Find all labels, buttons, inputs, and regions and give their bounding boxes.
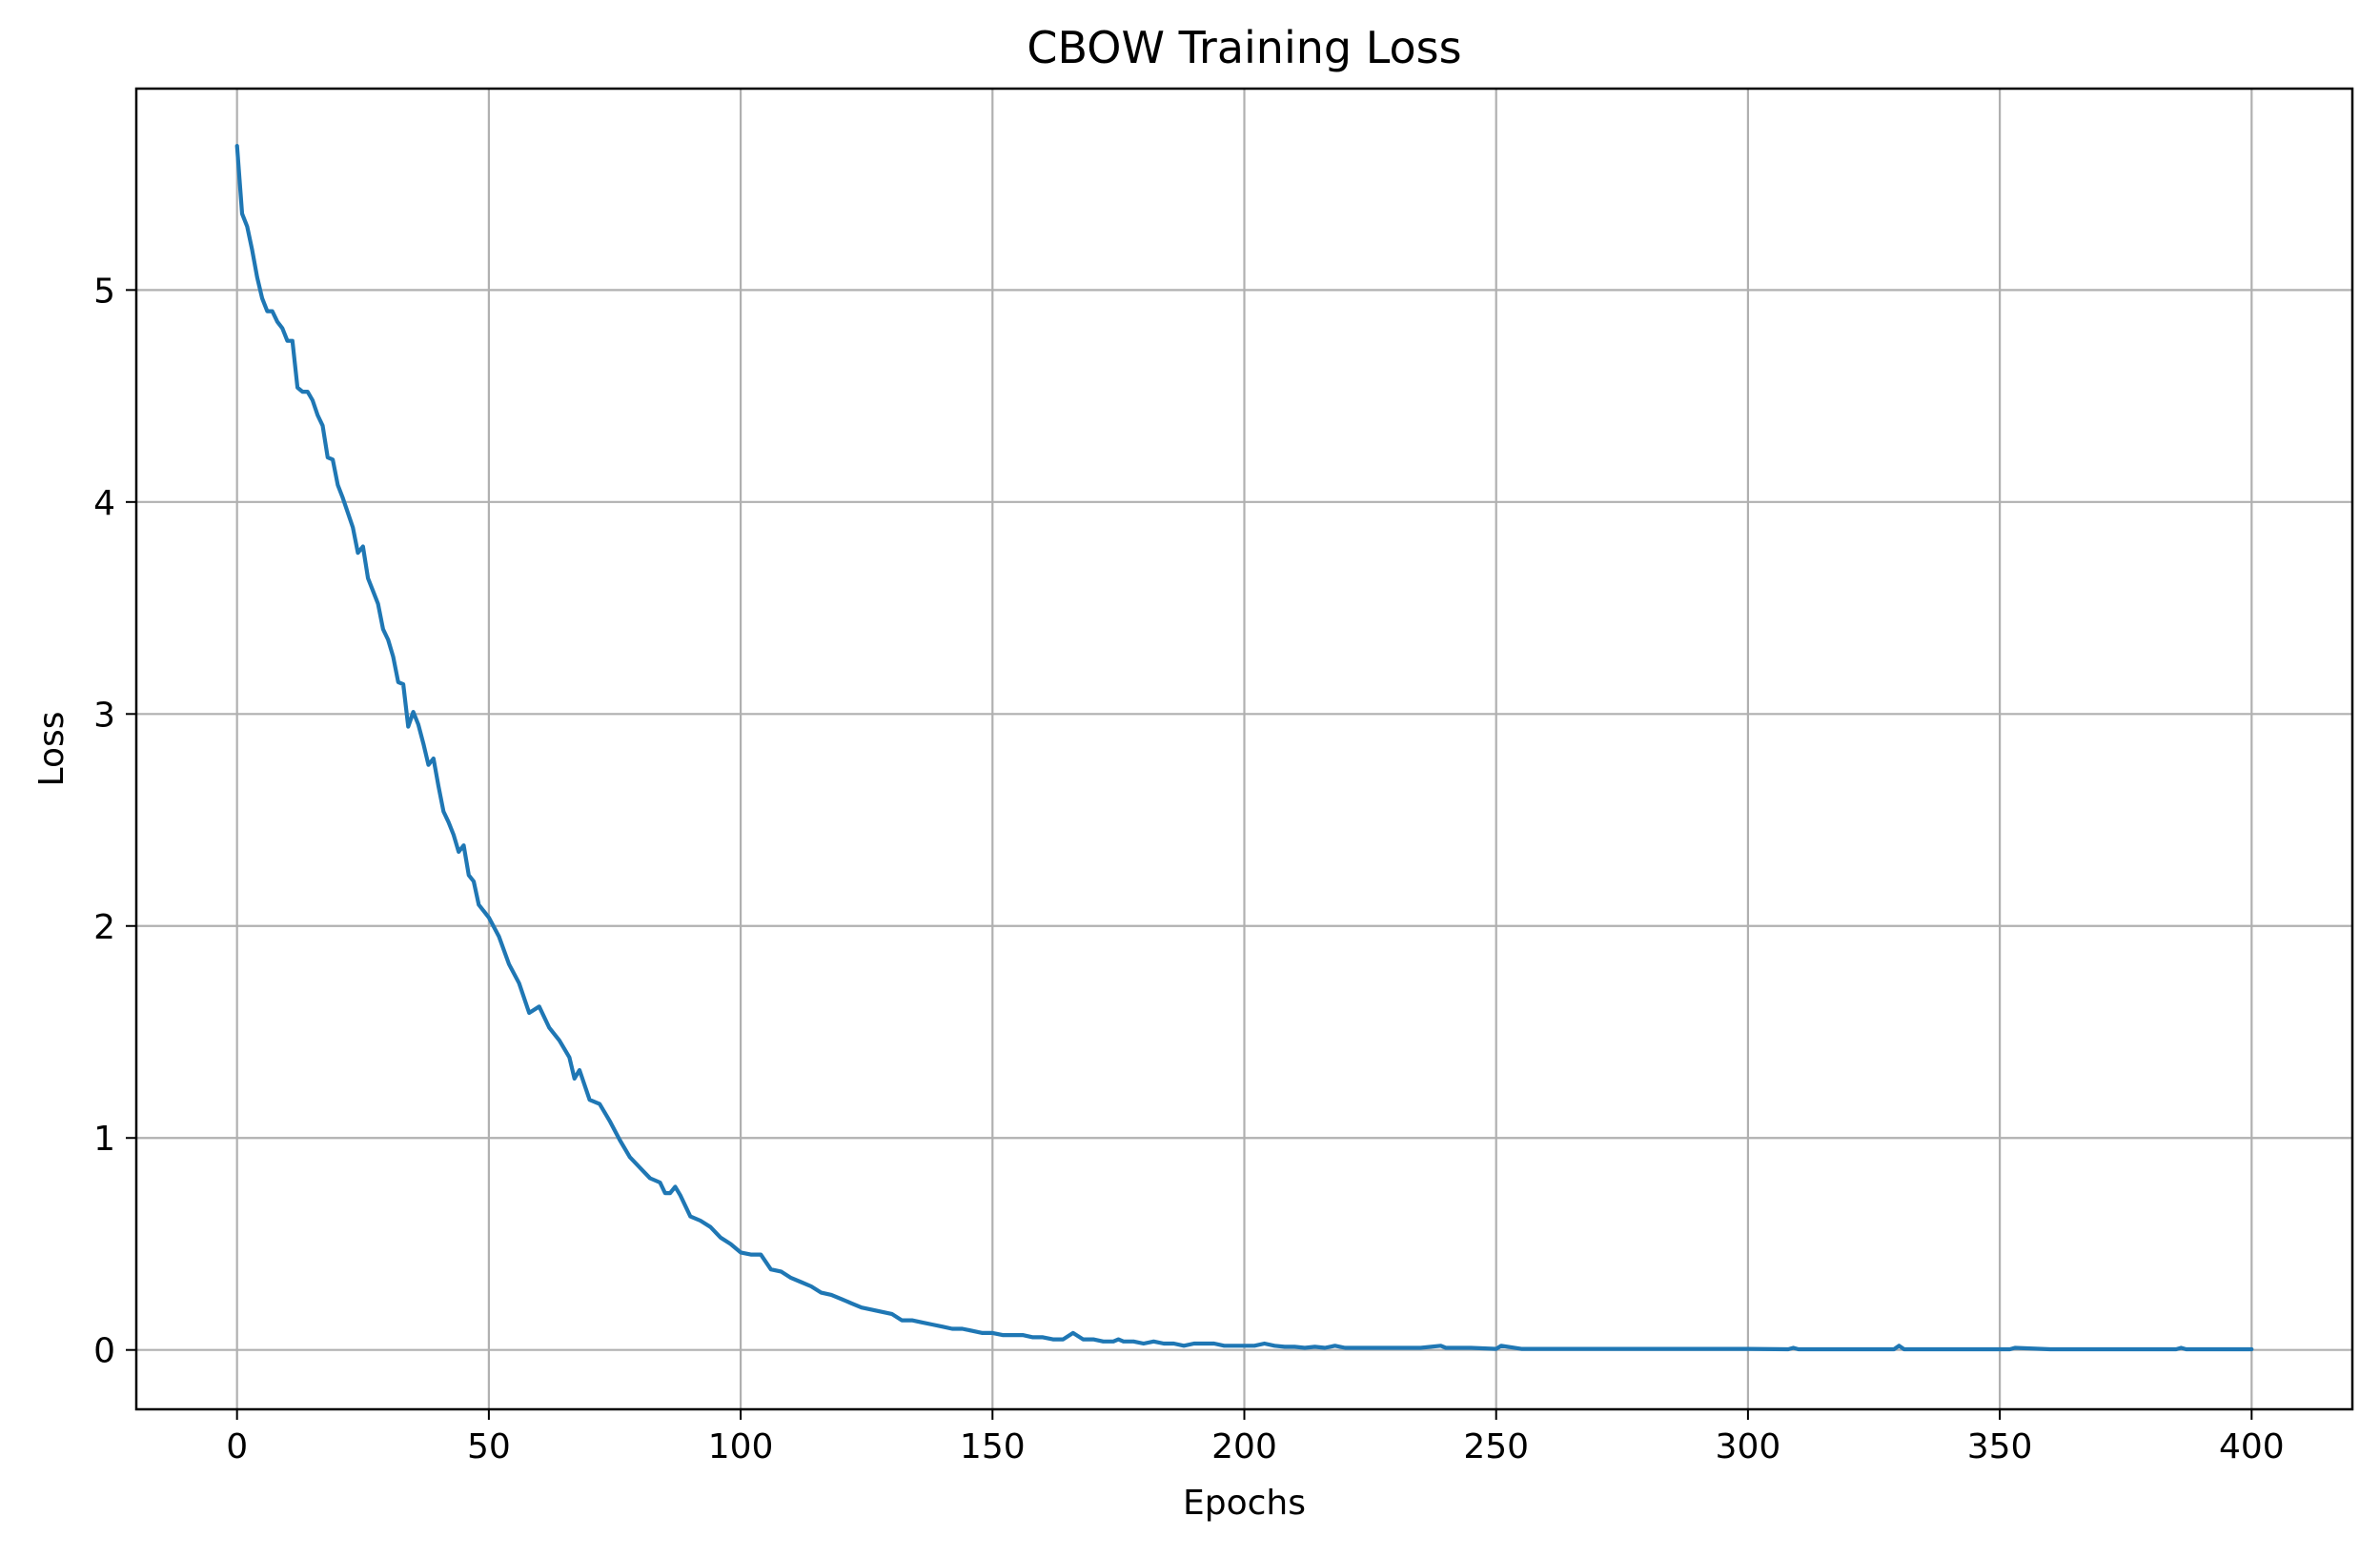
x-tick-label: 350 bbox=[1967, 1427, 2033, 1466]
series-line-loss bbox=[234, 144, 2254, 1352]
series-layer bbox=[234, 144, 2254, 1352]
x-tick-label: 50 bbox=[467, 1427, 511, 1466]
x-tick-label: 250 bbox=[1463, 1427, 1529, 1466]
x-tick-label: 300 bbox=[1716, 1427, 1781, 1466]
x-tick-label: 150 bbox=[960, 1427, 1026, 1466]
x-tick-label: 200 bbox=[1211, 1427, 1277, 1466]
x-tick-label: 400 bbox=[2219, 1427, 2285, 1466]
x-tick-label: 0 bbox=[226, 1427, 248, 1466]
y-tick-label: 0 bbox=[93, 1332, 115, 1371]
y-tick-label: 3 bbox=[93, 696, 115, 735]
x-axis-label: Epochs bbox=[1183, 1484, 1306, 1523]
y-tick-label: 2 bbox=[93, 908, 115, 947]
grid bbox=[136, 89, 2352, 1409]
chart-title: CBOW Training Loss bbox=[1027, 22, 1461, 73]
x-tick-label: 100 bbox=[708, 1427, 774, 1466]
axis-ticks: 0 50 100 150 200 250 300 350 400 0 1 2 3 4 5 bbox=[93, 272, 2285, 1466]
y-axis-label: Loss bbox=[32, 712, 71, 787]
y-tick-label: 4 bbox=[93, 484, 115, 523]
y-tick-label: 5 bbox=[93, 272, 115, 311]
y-tick-label: 1 bbox=[93, 1120, 115, 1159]
